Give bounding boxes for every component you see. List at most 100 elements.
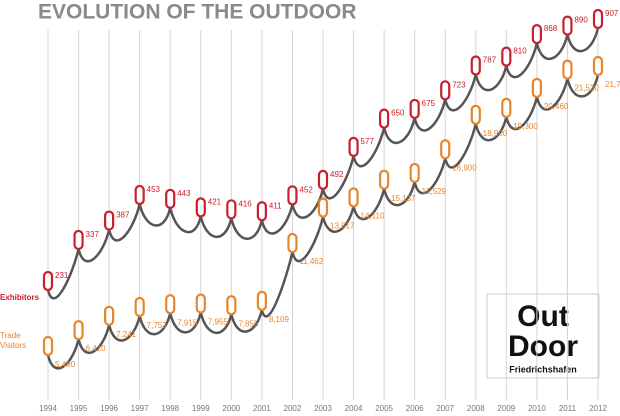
carabiner [592,55,604,77]
legend-label: Trade Visitors [0,331,26,350]
value-label: 411 [269,201,282,210]
value-label: 650 [391,109,405,118]
value-label: 7,855 [238,319,259,328]
value-label: 16,900 [452,163,477,172]
carabiner [440,139,451,160]
logo-subtitle: Friedrichshafen [509,364,577,374]
carabiner [73,320,84,341]
carabiner [348,187,359,208]
value-label: 11,462 [299,257,323,266]
x-tick-label: 2004 [345,404,363,413]
x-tick-label: 2000 [222,404,240,413]
chart-title: EVOLUTION OF THE OUTDOOR [38,1,357,24]
carabiner [287,185,298,206]
value-label: 15,137 [391,194,416,203]
value-label: 907 [605,9,619,18]
carabiner [348,136,359,157]
carabiner [195,197,206,218]
x-tick-label: 2006 [406,404,424,413]
carabiner [409,162,420,184]
value-label: 723 [452,80,466,89]
value-label: 21,520 [574,84,599,93]
logo-line2: Door [508,330,578,363]
carabiner [501,46,512,67]
value-label: 492 [330,170,344,179]
carabiner [562,59,573,80]
carabiner [317,197,329,218]
legend-word: Visitors [0,341,26,350]
value-label: 7,241 [116,330,137,339]
value-label: 387 [116,211,130,220]
x-tick-label: 1999 [192,404,210,413]
carabiner [104,210,115,231]
value-label: 868 [544,24,558,33]
logo-box [486,293,600,379]
carabiner [226,199,237,220]
value-label: 15,529 [422,187,447,196]
value-label: 416 [238,199,252,208]
logo: Out Door Friedrichshafen [486,293,600,379]
carabiner [409,98,420,120]
carabiner [592,8,604,30]
value-label: 421 [208,197,222,206]
value-label: 6,410 [86,344,107,353]
carabiner [562,15,573,36]
value-label: 18,900 [483,129,508,138]
x-tick-label: 1998 [161,404,179,413]
carabiner [134,184,145,206]
value-label: 890 [574,16,588,25]
carabiner [73,229,84,251]
x-tick-label: 2009 [497,404,515,413]
value-label: 7,915 [177,318,198,327]
x-tick-label: 2005 [375,404,393,413]
x-tick-label: 2007 [436,404,454,413]
carabiner [287,232,298,254]
carabiner [165,294,176,315]
value-label: 5,490 [55,360,76,369]
x-tick-label: 1997 [131,404,149,413]
carabiner [501,97,512,118]
value-label: 13,517 [330,222,355,231]
value-label: 787 [483,56,497,65]
value-label: 577 [361,137,375,146]
carabiner [470,104,481,125]
value-label: 810 [513,47,527,56]
carabiner [42,270,54,292]
value-label: 675 [422,99,436,108]
carabiner [531,24,542,45]
carabiner [134,296,145,318]
value-label: 453 [147,185,161,194]
value-label: 8,109 [269,315,290,324]
carabiner [195,293,206,314]
value-label: 231 [55,271,69,280]
carabiner [104,305,115,326]
carabiner [42,335,54,357]
value-label: 7,955 [208,318,229,327]
carabiner [317,169,329,190]
value-label: 452 [299,185,313,194]
x-tick-label: 1996 [100,404,118,413]
carabiner [440,80,451,101]
x-tick-label: 2008 [467,404,485,413]
carabiner [470,55,481,76]
carabiner [165,188,176,209]
carabiner [226,295,237,316]
x-tick-label: 2003 [314,404,332,413]
value-label: 7,753 [147,321,168,330]
value-label: 14,110 [361,211,385,220]
legend-label: Exhibitors [0,293,40,302]
legend-word: Trade [0,331,21,340]
logo-line1: Out [517,300,569,333]
x-tick-label: 1995 [70,404,88,413]
x-tick-label: 2012 [589,404,607,413]
value-label: 443 [177,189,191,198]
x-tick-label: 1994 [39,404,57,413]
carabiner [379,169,390,190]
x-tick-label: 2001 [253,404,271,413]
value-label: 21,730 [605,80,620,89]
carabiner [379,108,390,129]
value-label: 337 [86,230,100,239]
carabiner [531,77,542,98]
value-label: 20,460 [544,102,569,111]
